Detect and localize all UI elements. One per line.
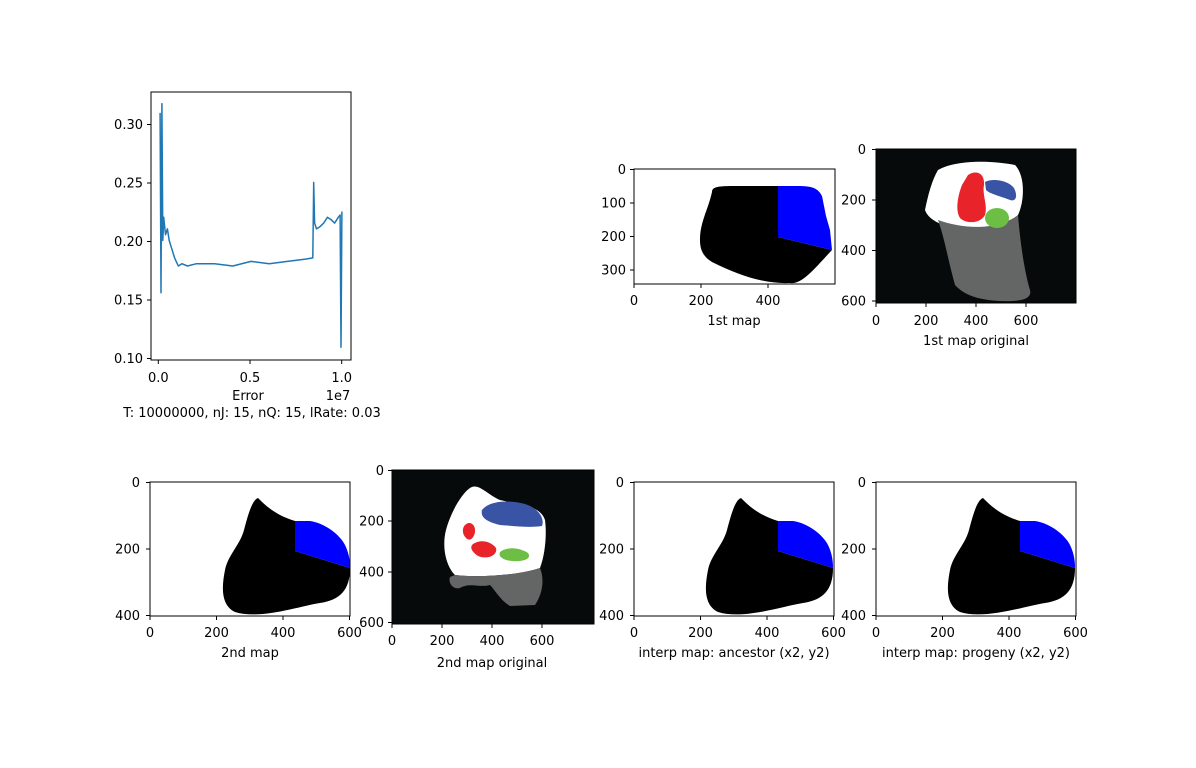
map2-blue-region bbox=[295, 521, 350, 568]
map2-ytick-label: 0 bbox=[132, 476, 140, 491]
interp-ancestor-blue-region bbox=[778, 521, 833, 568]
error-chart-frame bbox=[150, 91, 352, 361]
error-xtick-label: 0.5 bbox=[240, 371, 261, 386]
error-xtick-label: 1.0 bbox=[331, 371, 352, 386]
interp-progeny-ytick-label: 200 bbox=[841, 543, 866, 558]
error-x-ticks: 0.0 0.5 1.0 bbox=[148, 360, 352, 386]
map2-xtick-label: 0 bbox=[146, 626, 154, 641]
map1-x-axis-label: 1st map bbox=[707, 314, 760, 329]
error-series-line bbox=[159, 102, 343, 348]
map1-black-region bbox=[700, 186, 832, 284]
interp-progeny-xtick-label: 400 bbox=[997, 626, 1022, 641]
map1-original-xtick-label: 0 bbox=[872, 314, 880, 329]
map1-ytick-label: 100 bbox=[601, 197, 626, 212]
map1-panel: 0 200 400 0 100 200 300 1st map bbox=[601, 163, 836, 329]
map1-original-green-region bbox=[985, 208, 1009, 228]
map1-original-panel: 0 200 400 600 0 200 400 600 1st map orig… bbox=[841, 143, 1077, 349]
interp-ancestor-xtick-label: 0 bbox=[630, 626, 638, 641]
map2-original-ytick-label: 600 bbox=[359, 616, 384, 631]
interp-progeny-panel: 0 200 400 600 0 200 400 interp map: prog… bbox=[841, 476, 1088, 661]
interp-progeny-xtick-label: 0 bbox=[872, 626, 880, 641]
map2-ytick-label: 200 bbox=[115, 543, 140, 558]
map2-original-ytick-label: 200 bbox=[359, 515, 384, 530]
interp-ancestor-xtick-label: 200 bbox=[688, 626, 713, 641]
map1-original-xtick-label: 600 bbox=[1014, 314, 1039, 329]
map2-panel: 0 200 400 600 0 200 400 2nd map bbox=[115, 476, 362, 661]
error-xtick-label: 0.0 bbox=[148, 371, 169, 386]
map2-original-xtick-label: 400 bbox=[480, 634, 505, 649]
interp-progeny-ytick-label: 400 bbox=[841, 609, 866, 624]
map2-xtick-label: 600 bbox=[337, 626, 362, 641]
map1-original-navy-region bbox=[985, 180, 1017, 201]
error-series-path bbox=[159, 102, 343, 348]
interp-ancestor-ytick-label: 200 bbox=[599, 543, 624, 558]
map1-xtick-label: 0 bbox=[630, 294, 638, 309]
error-ytick-label: 0.15 bbox=[114, 294, 143, 309]
map1-original-ytick-label: 0 bbox=[858, 143, 866, 158]
map2-original-frame bbox=[391, 469, 595, 625]
map2-original-x-axis-label: 2nd map original bbox=[437, 656, 548, 671]
map2-original-ytick-label: 0 bbox=[376, 464, 384, 479]
map2-x-axis-label: 2nd map bbox=[221, 646, 279, 661]
interp-ancestor-xtick-label: 400 bbox=[755, 626, 780, 641]
error-y-ticks: 0.10 0.15 0.20 0.25 0.30 bbox=[114, 118, 151, 367]
figure-caption: T: 10000000, nJ: 15, nQ: 15, lRate: 0.03 bbox=[122, 406, 381, 421]
interp-ancestor-ytick-label: 400 bbox=[599, 609, 624, 624]
map1-xtick-label: 400 bbox=[756, 294, 781, 309]
error-ytick-label: 0.10 bbox=[114, 352, 143, 367]
error-x-offset-label: 1e7 bbox=[326, 389, 351, 404]
map1-original-xtick-label: 200 bbox=[914, 314, 939, 329]
interp-progeny-blue-region bbox=[1020, 521, 1075, 568]
error-chart: 0.0 0.5 1.0 0.10 0.15 0.20 0.25 0.30 1e7… bbox=[114, 91, 381, 421]
map1-ytick-label: 0 bbox=[618, 163, 626, 178]
map1-ytick-label: 300 bbox=[601, 264, 626, 279]
map2-original-xtick-label: 600 bbox=[530, 634, 555, 649]
interp-ancestor-black-region bbox=[705, 498, 833, 615]
map1-ytick-label: 200 bbox=[601, 230, 626, 245]
map2-original-panel: 0 200 400 600 0 200 400 600 2nd map orig… bbox=[359, 464, 595, 671]
map1-blue-region bbox=[778, 186, 832, 250]
error-ytick-label: 0.25 bbox=[114, 177, 143, 192]
map1-original-xtick-label: 400 bbox=[964, 314, 989, 329]
interp-ancestor-xtick-label: 600 bbox=[821, 626, 846, 641]
map2-xtick-label: 200 bbox=[204, 626, 229, 641]
map2-original-gray-region bbox=[449, 568, 543, 606]
interp-progeny-xtick-label: 600 bbox=[1063, 626, 1088, 641]
map1-original-ytick-label: 400 bbox=[841, 244, 866, 259]
error-ytick-label: 0.20 bbox=[114, 235, 143, 250]
map1-original-gray-region bbox=[938, 215, 1031, 302]
map2-original-ytick-label: 400 bbox=[359, 566, 384, 581]
interp-progeny-x-axis-label: interp map: progeny (x2, y2) bbox=[882, 646, 1070, 661]
map2-black-region bbox=[222, 498, 350, 615]
map2-ytick-label: 400 bbox=[115, 609, 140, 624]
map2-original-navy-region bbox=[481, 501, 543, 527]
error-ytick-label: 0.30 bbox=[114, 118, 143, 133]
map2-original-xtick-label: 200 bbox=[430, 634, 455, 649]
interp-progeny-xtick-label: 200 bbox=[930, 626, 955, 641]
map2-original-xtick-label: 0 bbox=[388, 634, 396, 649]
interp-progeny-ytick-label: 0 bbox=[858, 476, 866, 491]
error-x-axis-label: Error bbox=[232, 389, 264, 404]
map1-xtick-label: 200 bbox=[689, 294, 714, 309]
map2-original-red-region bbox=[462, 522, 497, 558]
interp-ancestor-panel: 0 200 400 600 0 200 400 interp map: ance… bbox=[599, 476, 846, 661]
interp-progeny-black-region bbox=[947, 498, 1075, 615]
interp-ancestor-ytick-label: 0 bbox=[616, 476, 624, 491]
map1-original-red-region bbox=[957, 172, 986, 223]
map2-original-green-region bbox=[499, 548, 530, 562]
interp-ancestor-x-axis-label: interp map: ancestor (x2, y2) bbox=[638, 646, 829, 661]
map1-original-ytick-label: 200 bbox=[841, 194, 866, 209]
map1-frame bbox=[633, 168, 836, 285]
map1-original-ytick-label: 600 bbox=[841, 295, 866, 310]
map1-original-x-axis-label: 1st map original bbox=[923, 334, 1029, 349]
map2-xtick-label: 400 bbox=[271, 626, 296, 641]
